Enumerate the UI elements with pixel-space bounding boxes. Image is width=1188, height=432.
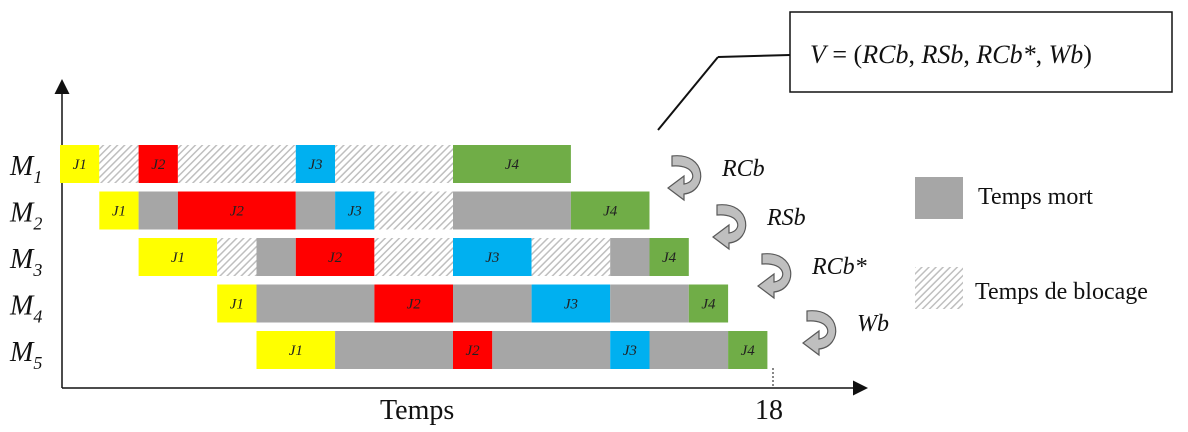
m2-idle-segment	[453, 191, 571, 230]
m4-j1-segment	[217, 284, 257, 323]
machine-label-m2: M2	[9, 198, 42, 234]
m5-j4-label: J4	[741, 343, 756, 359]
transition-arrow-2: RSb	[712, 204, 806, 251]
transition-label-3: RCb*	[811, 254, 867, 280]
m2-idle-segment	[295, 191, 336, 230]
curved-arrow-icon-3	[757, 253, 792, 300]
m3-j1-segment	[138, 238, 218, 276]
m2-block-segment	[374, 191, 453, 230]
formula-item-3: RCb*	[975, 40, 1035, 69]
transition-arrow-4: Wb	[802, 310, 889, 357]
curved-arrow-icon-4	[802, 310, 837, 357]
m4-j2-label: J2	[407, 297, 422, 313]
m1-j4-label: J4	[505, 157, 520, 173]
m5-idle-segment	[492, 331, 611, 369]
end-tick-label: 18	[755, 395, 783, 426]
formula-box	[789, 11, 1173, 93]
formula-lhs: V	[810, 40, 829, 69]
m3-j3-label: J3	[485, 250, 499, 266]
m3-j1-label: J1	[171, 250, 185, 266]
transition-arrow-1: RCb	[667, 155, 765, 202]
transition-label-4: Wb	[857, 311, 889, 337]
legend-block-swatch	[915, 267, 963, 309]
m1-j2-label: J2	[151, 157, 166, 173]
m2-idle-segment	[138, 191, 178, 230]
m2-j2-segment	[177, 191, 296, 230]
m2-j2-label: J2	[230, 204, 245, 220]
m3-block-segment	[217, 238, 257, 276]
machine-label-m5: M5	[9, 337, 42, 373]
m5-j1-segment	[256, 331, 336, 369]
m4-j1-label: J1	[230, 297, 244, 313]
formula-text: V = (RCb, RSb, RCb*, Wb)	[810, 40, 1092, 69]
m5-j2-label: J2	[466, 343, 481, 359]
formula-item-1: RCb	[861, 40, 908, 69]
m4-idle-segment	[610, 284, 689, 323]
callout-leader	[657, 56, 719, 131]
machine-label-m4: M4	[9, 291, 42, 327]
gantt-bars: J1 J2 J3 J4 J1 J2 J3 J4 J1 J2 J3 J4 J1 J2 J3 J4 J1 J2 J3 J4	[60, 145, 768, 369]
m1-j1-segment	[60, 145, 100, 183]
m2-j1-label: J1	[112, 204, 126, 220]
m1-block-segment	[335, 145, 453, 183]
m3-j2-segment	[295, 238, 375, 276]
m4-idle-segment	[453, 284, 532, 323]
m3-j4-segment	[649, 238, 689, 276]
m1-block-segment	[177, 145, 296, 183]
transition-label-2: RSb	[766, 205, 806, 231]
legend-idle-swatch	[915, 177, 963, 219]
m5-j3-label: J3	[623, 343, 637, 359]
m4-j4-segment	[688, 284, 729, 323]
m5-idle-segment	[649, 331, 729, 369]
m2-j4-segment	[570, 191, 650, 230]
m5-j2-segment	[453, 331, 493, 369]
m3-j3-segment	[453, 238, 532, 276]
m3-idle-segment	[610, 238, 650, 276]
m1-block-segment	[99, 145, 139, 183]
m4-j3-segment	[531, 284, 611, 323]
m2-j3-segment	[335, 191, 375, 230]
m5-j3-segment	[610, 331, 650, 369]
machine-label-m1: M1	[9, 151, 42, 187]
m1-j1-label: J1	[73, 157, 87, 173]
curved-arrow-icon-1	[667, 155, 702, 202]
m1-j3-label: J3	[308, 157, 322, 173]
m3-block-segment	[531, 238, 611, 276]
m2-j4-label: J4	[603, 204, 618, 220]
m2-j1-segment	[99, 191, 139, 230]
curved-arrow-icon-2	[712, 204, 747, 251]
m1-j4-segment	[453, 145, 571, 183]
legend-block-label: Temps de blocage	[975, 279, 1148, 305]
m4-j3-label: J3	[564, 297, 578, 313]
transition-label-1: RCb	[721, 156, 765, 182]
x-axis-label: Temps	[380, 395, 454, 426]
m2-j3-label: J3	[348, 204, 362, 220]
m3-idle-segment	[256, 238, 296, 276]
m5-j4-segment	[728, 331, 768, 369]
m4-j4-label: J4	[701, 297, 716, 313]
m3-j2-label: J2	[328, 250, 343, 266]
m5-idle-segment	[335, 331, 453, 369]
legend-idle-label: Temps mort	[978, 184, 1093, 210]
formula-item-2: RSb	[920, 40, 963, 69]
m5-j1-label: J1	[289, 343, 303, 359]
m4-idle-segment	[256, 284, 375, 323]
m3-j4-label: J4	[662, 250, 677, 266]
m4-j2-segment	[374, 284, 453, 323]
callout-leader-2	[717, 54, 791, 58]
m1-j2-segment	[138, 145, 178, 183]
m1-j3-segment	[295, 145, 336, 183]
formula-eq: = (	[826, 40, 862, 69]
m3-block-segment	[374, 238, 453, 276]
machine-label-m3: M3	[9, 244, 42, 280]
legend: Temps mort Temps de blocage	[915, 177, 1148, 309]
formula-close: )	[1083, 40, 1092, 69]
transition-arrow-3: RCb*	[757, 253, 867, 300]
machine-labels: M1 M2 M3 M4 M5	[9, 151, 42, 373]
formula-item-4: Wb	[1049, 40, 1084, 69]
